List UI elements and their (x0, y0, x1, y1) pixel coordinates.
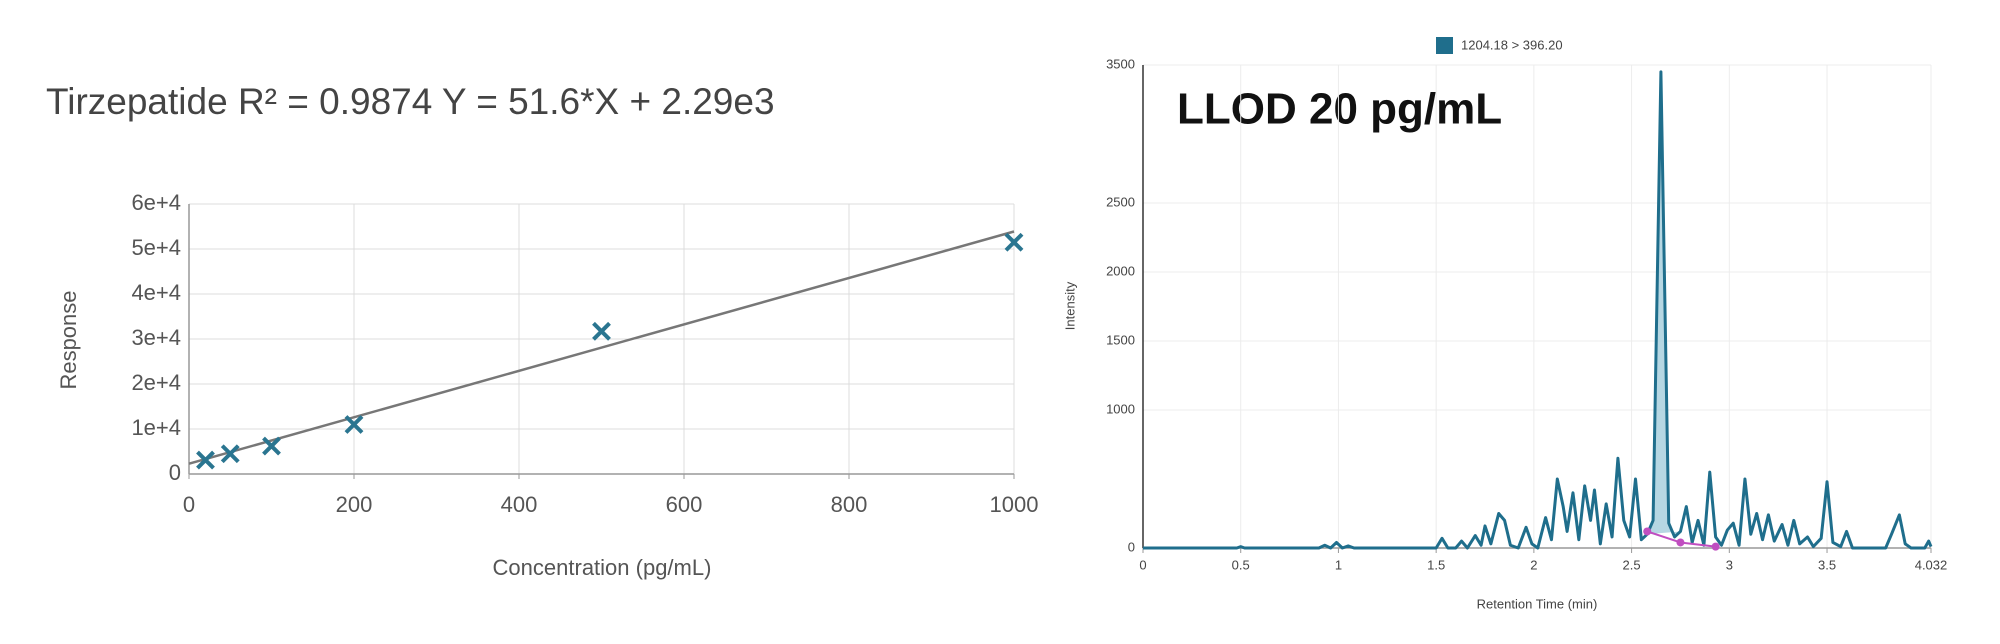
legend-swatch (1436, 37, 1453, 54)
x-tick-label: 4.032 (1915, 557, 1948, 572)
x-tick-label: 1000 (990, 492, 1039, 517)
y-axis-label: Response (56, 290, 81, 389)
annotation: LLOD 20 pg/mL (1177, 85, 1502, 134)
x-tick-label: 200 (336, 492, 373, 517)
y-tick-label: 2000 (1106, 263, 1135, 278)
x-tick-label: 0 (183, 492, 195, 517)
series-line (1143, 70, 1933, 550)
y-tick-label: 1000 (1106, 401, 1135, 416)
y-tick-label: 2e+4 (131, 370, 181, 395)
x-tick-label: 600 (666, 492, 703, 517)
data-point (262, 436, 281, 456)
x-tick-label: 1 (1335, 557, 1342, 572)
x-tick-label: 0 (1139, 557, 1146, 572)
x-tick-label: 3 (1726, 557, 1733, 572)
x-axis-label: Concentration (pg/mL) (493, 555, 712, 580)
point-marker (1676, 538, 1685, 547)
data-point (592, 321, 611, 341)
data-point (196, 450, 215, 470)
y-tick-label: 6e+4 (131, 190, 181, 215)
chart-title: Tirzepatide R² = 0.9874 Y = 51.6*X + 2.2… (46, 81, 775, 122)
y-tick-label: 5e+4 (131, 235, 181, 260)
x-axis-label: Retention Time (min) (1477, 596, 1598, 611)
y-tick-label: 3500 (1106, 56, 1135, 71)
y-tick-label: 0 (1128, 539, 1135, 554)
x-tick-label: 0.5 (1232, 557, 1250, 572)
y-tick-label: 2500 (1106, 194, 1135, 209)
series-line (188, 230, 1015, 465)
x-tick-label: 3.5 (1818, 557, 1836, 572)
x-tick-label: 2.5 (1623, 557, 1641, 572)
y-tick-label: 3e+4 (131, 325, 181, 350)
point-marker (1711, 542, 1720, 551)
y-axis-label: Intensity (1062, 281, 1077, 330)
x-tick-label: 400 (501, 492, 538, 517)
data-point (344, 415, 364, 434)
legend-label: 1204.18 > 396.20 (1461, 37, 1563, 52)
data-point (1004, 232, 1024, 252)
y-tick-label: 1e+4 (131, 415, 181, 440)
y-tick-label: 0 (169, 460, 181, 485)
data-point (220, 444, 240, 464)
x-tick-label: 1.5 (1427, 557, 1445, 572)
x-tick-label: 2 (1530, 557, 1537, 572)
x-tick-label: 800 (831, 492, 868, 517)
y-tick-label: 1500 (1106, 332, 1135, 347)
y-tick-label: 4e+4 (131, 280, 181, 305)
point-marker (1643, 527, 1652, 536)
